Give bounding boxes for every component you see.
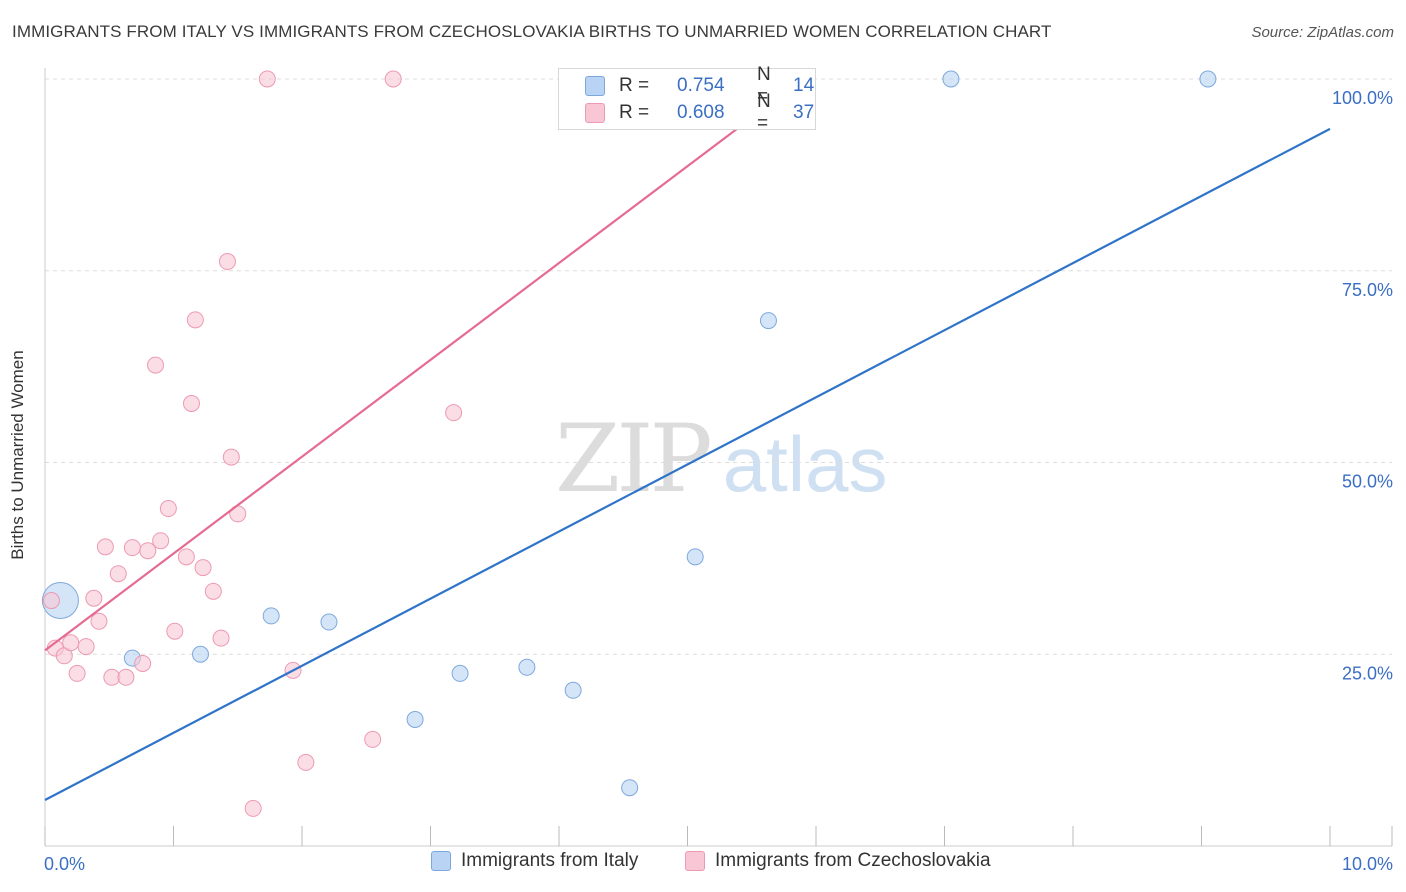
legend-italy-swatch <box>431 851 451 871</box>
legend-czech-swatch <box>685 851 705 871</box>
y-tick-label-75: 75.0% <box>1342 280 1393 300</box>
chart-title: IMMIGRANTS FROM ITALY VS IMMIGRANTS FROM… <box>12 22 1052 41</box>
italy-point-3 <box>262 607 280 625</box>
czech-point-13 <box>134 654 152 672</box>
czech-point-4 <box>68 664 86 682</box>
czech-point-8 <box>96 538 114 556</box>
czech-point-19 <box>177 548 195 566</box>
italy-trend-line <box>44 127 1331 801</box>
czech-point-14 <box>139 542 157 560</box>
source-credit: Source: ZipAtlas.com <box>1251 24 1394 41</box>
legend-item-italy: Immigrants from Italy <box>431 850 638 872</box>
italy-point-8 <box>564 681 582 699</box>
czech-point-18 <box>166 622 184 640</box>
czech-point-28 <box>258 70 276 88</box>
czech-point-24 <box>212 629 230 647</box>
italy-point-6 <box>451 664 469 682</box>
czech-n-label: N = <box>757 91 771 134</box>
czech-r-value: 0.608 <box>677 102 725 123</box>
czech-point-34 <box>445 404 463 422</box>
italy-r-label: R = <box>619 75 650 96</box>
czech-point-9 <box>103 668 121 686</box>
czech-point-0 <box>42 592 60 610</box>
y-tick-label-100: 100.0% <box>1332 88 1393 108</box>
czech-point-10 <box>109 565 127 583</box>
czech-point-23 <box>204 582 222 600</box>
italy-point-2 <box>191 645 209 663</box>
watermark-zip: ZIP <box>555 405 713 514</box>
y-tick-label-25: 25.0% <box>1342 663 1393 683</box>
legend-item-czech: Immigrants from Czechoslovakia <box>685 850 991 872</box>
czech-point-3 <box>62 634 80 652</box>
italy-point-13 <box>1199 70 1217 88</box>
czech-trend-line <box>44 78 804 652</box>
czech-point-32 <box>364 730 382 748</box>
italy-point-7 <box>518 658 536 676</box>
czech-n-value: 37 <box>793 102 815 123</box>
italy-point-4 <box>320 613 338 631</box>
czech-point-33 <box>384 70 402 88</box>
watermark-atlas: atlas <box>722 420 888 508</box>
czech-r-label: R = <box>619 102 650 123</box>
italy-r-value: 0.754 <box>677 75 725 96</box>
czech-point-15 <box>147 356 165 374</box>
czech-point-22 <box>194 559 212 577</box>
italy-point-9 <box>621 779 639 797</box>
x-tick-label-0: 0.0% <box>44 854 85 874</box>
czech-point-20 <box>182 394 200 412</box>
czech-point-11 <box>117 668 135 686</box>
italy-point-11 <box>759 312 777 330</box>
czech-point-31 <box>297 753 315 771</box>
italy-point-5 <box>406 710 424 728</box>
legend-czech-label: Immigrants from Czechoslovakia <box>715 850 991 871</box>
czech-point-5 <box>77 638 95 656</box>
czech-point-25 <box>218 253 236 271</box>
czech-point-21 <box>186 311 204 329</box>
italy-point-0 <box>41 582 79 620</box>
czech-point-7 <box>90 612 108 630</box>
italy-swatch <box>585 76 605 96</box>
italy-point-12 <box>942 70 960 88</box>
czech-swatch <box>585 103 605 123</box>
czech-point-6 <box>85 589 103 607</box>
czech-point-12 <box>123 539 141 557</box>
bottom-legend: Immigrants from Italy Immigrants from Cz… <box>0 850 1406 880</box>
czech-point-17 <box>159 500 177 518</box>
italy-n-value: 14 <box>793 75 815 96</box>
czech-point-29 <box>244 799 262 817</box>
stats-legend: R = 0.754 N = 14 R = 0.608 N = 37 <box>558 64 816 134</box>
y-axis-label: Births to Unmarried Women <box>8 350 27 560</box>
legend-italy-label: Immigrants from Italy <box>461 850 639 871</box>
watermark: ZIP atlas <box>555 405 887 514</box>
czech-point-26 <box>222 448 240 466</box>
czech-point-16 <box>152 532 170 550</box>
italy-n-label: N = <box>757 64 771 107</box>
x-tick-label-10: 10.0% <box>1342 854 1393 874</box>
y-tick-label-50: 50.0% <box>1342 472 1393 492</box>
italy-point-10 <box>686 548 704 566</box>
